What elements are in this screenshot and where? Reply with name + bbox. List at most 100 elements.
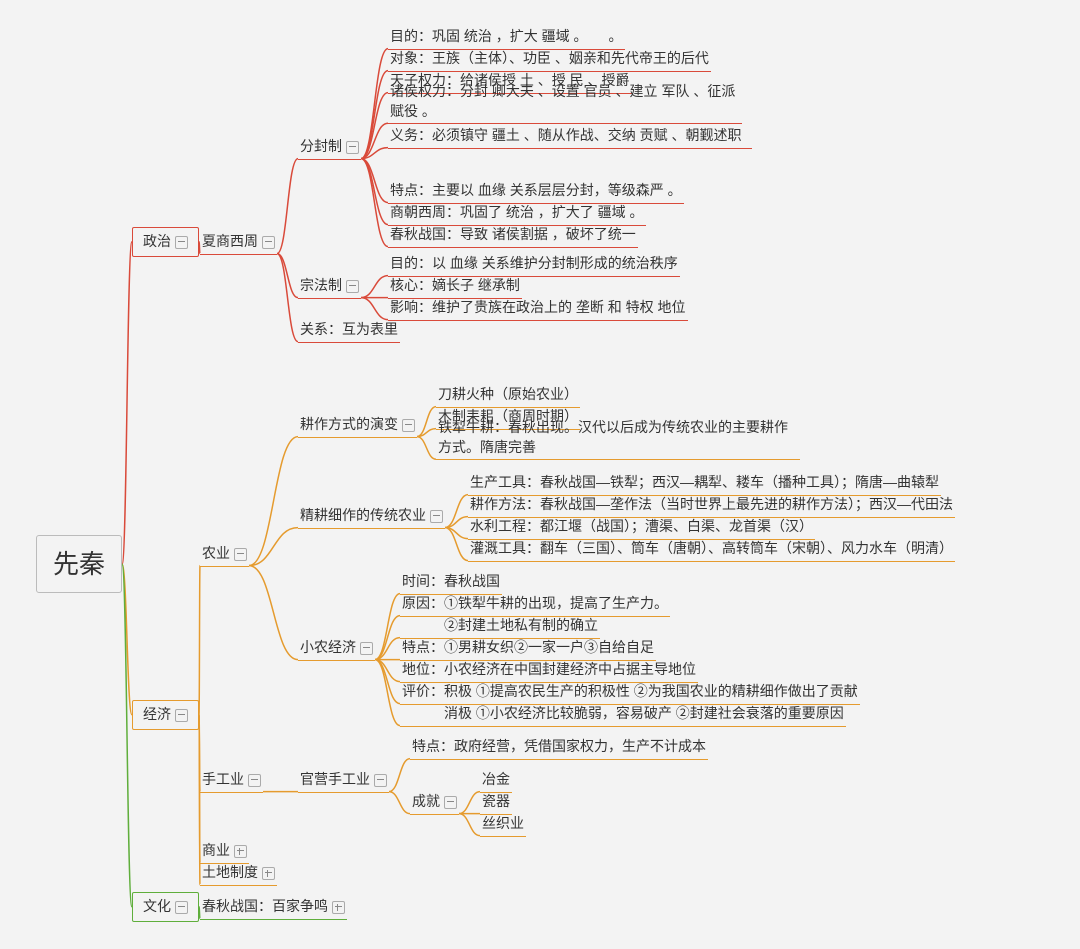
node-label: 瓷器 — [482, 793, 510, 809]
node-jg4: 灌溉工具：翻车（三国）、筒车（唐朝）、高转筒车（宋朝）、风力水车（明清） — [468, 539, 955, 562]
node-label: 关系：互为表里 — [300, 321, 398, 337]
node-ff2: 对象：王族（主体）、功臣 、姻亲和先代帝王的后代 — [388, 49, 711, 72]
node-ff7: 商朝西周：巩固了 统治 ，扩大了 疆域 。 — [388, 203, 646, 226]
expand-icon[interactable] — [430, 510, 443, 523]
node-label: 核心：嫡长子 继承制 — [390, 277, 520, 293]
expand-icon[interactable] — [374, 774, 387, 787]
node-label: 地位：小农经济在中国封建经济中占据主导地位 — [402, 661, 696, 677]
node-jg2: 耕作方法：春秋战国—垄作法（当时世界上最先进的耕作方法）；西汉—代田法 — [468, 495, 955, 518]
node-label: ②封建土地私有制的确立 — [402, 617, 598, 633]
node-label: 原因：①铁犁牛耕的出现，提高了生产力。 — [402, 595, 668, 611]
expand-icon[interactable] — [248, 774, 261, 787]
expand-icon[interactable] — [262, 236, 275, 249]
expand-icon[interactable] — [360, 642, 373, 655]
node-label: 诸侯权力：分封 卿大夫 、设置 官员 、建立 军队 、征派 赋役 。 — [390, 83, 735, 119]
node-xn: 小农经济 — [298, 638, 375, 661]
expand-icon[interactable] — [175, 709, 188, 722]
node-label: 灌溉工具：翻车（三国）、筒车（唐朝）、高转筒车（宋朝）、风力水车（明清） — [470, 540, 953, 556]
expand-icon[interactable] — [262, 867, 275, 880]
node-label: 春秋战国：百家争鸣 — [202, 898, 328, 914]
node-xn5: 地位：小农经济在中国封建经济中占据主导地位 — [400, 660, 698, 683]
node-label: 经济 — [143, 706, 171, 722]
expand-icon[interactable] — [234, 548, 247, 561]
node-ff8: 春秋战国：导致 诸侯割据 ，破坏了统一 — [388, 225, 638, 248]
node-cj3: 丝织业 — [480, 814, 526, 837]
node-label: 农业 — [202, 545, 230, 561]
node-label: 特点：①男耕女织②一家一户③自给自足 — [402, 639, 654, 655]
node-zf2: 核心：嫡长子 继承制 — [388, 276, 522, 299]
expand-icon[interactable] — [346, 141, 359, 154]
node-xn3: ②封建土地私有制的确立 — [400, 616, 600, 639]
node-gz1: 刀耕火种（原始农业） — [436, 385, 580, 408]
node-label: 文化 — [143, 898, 171, 914]
node-gx: 关系：互为表里 — [298, 320, 400, 343]
node-jg1: 生产工具：春秋战国—铁犁；西汉—耦犁、耧车（播种工具）；隋唐—曲辕犁 — [468, 473, 941, 496]
node-label: 商朝西周：巩固了 统治 ，扩大了 疆域 。 — [390, 204, 644, 220]
node-ff1: 目的：巩固 统治 ，扩大 疆域 。 。 — [388, 27, 625, 50]
node-label: 手工业 — [202, 771, 244, 787]
node-xszz: 夏商西周 — [200, 232, 277, 255]
expand-icon[interactable] — [402, 419, 415, 432]
node-label: 时间：春秋战国 — [402, 573, 500, 589]
expand-icon[interactable] — [346, 280, 359, 293]
node-cj: 成就 — [410, 792, 459, 815]
node-label: 政治 — [143, 233, 171, 249]
node-label: 水利工程：都江堰（战国）；漕渠、白渠、龙首渠（汉） — [470, 518, 813, 534]
node-label: 评价：积极 ①提高农民生产的积极性 ②为我国农业的精耕细作做出了贡献 — [402, 683, 858, 699]
node-label: 影响：维护了贵族在政治上的 垄断 和 特权 地位 — [390, 299, 686, 315]
node-zf3: 影响：维护了贵族在政治上的 垄断 和 特权 地位 — [388, 298, 688, 321]
node-zz: 政治 — [132, 227, 199, 257]
node-ff5: 义务：必须镇守 疆土 、随从作战、交纳 贡赋 、朝觐述职 — [388, 126, 752, 149]
node-label: 消极 ①小农经济比较脆弱，容易破产 ②封建社会衰落的重要原因 — [402, 705, 844, 721]
expand-icon[interactable] — [332, 901, 345, 914]
node-cj1: 冶金 — [480, 770, 512, 793]
expand-icon[interactable] — [175, 901, 188, 914]
node-zf1: 目的：以 血缘 关系维护分封制形成的统治秩序 — [388, 254, 680, 277]
expand-icon[interactable] — [444, 796, 457, 809]
node-label: 特点：政府经营，凭借国家权力，生产不计成本 — [412, 738, 706, 754]
node-label: 丝织业 — [482, 815, 524, 831]
node-gz3: 铁犁牛耕：春秋出现。汉代以后成为传统农业的主要耕作方式。隋唐完善 — [436, 418, 800, 460]
node-label: 冶金 — [482, 771, 510, 787]
node-label: 先秦 — [53, 549, 105, 579]
node-cj2: 瓷器 — [480, 792, 512, 815]
expand-icon[interactable] — [234, 845, 247, 858]
node-label: 春秋战国：导致 诸侯割据 ，破坏了统一 — [390, 226, 636, 242]
node-label: 官营手工业 — [300, 771, 370, 787]
node-ff6: 特点：主要以 血缘 关系层层分封，等级森严 。 — [388, 181, 684, 204]
node-label: 宗法制 — [300, 277, 342, 293]
node-sgy: 手工业 — [200, 770, 263, 793]
node-root: 先秦 — [36, 535, 122, 593]
node-label: 刀耕火种（原始农业） — [438, 386, 578, 402]
node-label: 分封制 — [300, 138, 342, 154]
node-label: 土地制度 — [202, 864, 258, 880]
node-zfz: 宗法制 — [298, 276, 361, 299]
node-wh: 文化 — [132, 892, 199, 922]
node-td: 土地制度 — [200, 863, 277, 886]
node-label: 目的：以 血缘 关系维护分封制形成的统治秩序 — [390, 255, 678, 271]
node-gz: 耕作方式的演变 — [298, 415, 417, 438]
node-jg: 精耕细作的传统农业 — [298, 506, 445, 529]
node-label: 铁犁牛耕：春秋出现。汉代以后成为传统农业的主要耕作方式。隋唐完善 — [438, 419, 788, 455]
node-gy1: 特点：政府经营，凭借国家权力，生产不计成本 — [410, 737, 708, 760]
node-label: 目的：巩固 统治 ，扩大 疆域 。 。 — [390, 28, 623, 44]
node-ffz: 分封制 — [298, 137, 361, 160]
node-label: 成就 — [412, 793, 440, 809]
node-label: 耕作方式的演变 — [300, 416, 398, 432]
node-label: 耕作方法：春秋战国—垄作法（当时世界上最先进的耕作方法）；西汉—代田法 — [470, 496, 953, 512]
node-sy: 商业 — [200, 841, 249, 864]
node-jg3: 水利工程：都江堰（战国）；漕渠、白渠、龙首渠（汉） — [468, 517, 815, 540]
expand-icon[interactable] — [175, 236, 188, 249]
node-ff4: 诸侯权力：分封 卿大夫 、设置 官员 、建立 军队 、征派 赋役 。 — [388, 82, 742, 124]
node-xn1: 时间：春秋战国 — [400, 572, 502, 595]
node-ny: 农业 — [200, 544, 249, 567]
node-xn2: 原因：①铁犁牛耕的出现，提高了生产力。 — [400, 594, 670, 617]
node-label: 小农经济 — [300, 639, 356, 655]
node-gy: 官营手工业 — [298, 770, 389, 793]
node-label: 对象：王族（主体）、功臣 、姻亲和先代帝王的后代 — [390, 50, 709, 66]
node-label: 特点：主要以 血缘 关系层层分封，等级森严 。 — [390, 182, 682, 198]
node-label: 商业 — [202, 842, 230, 858]
node-label: 精耕细作的传统农业 — [300, 507, 426, 523]
node-xn7: 消极 ①小农经济比较脆弱，容易破产 ②封建社会衰落的重要原因 — [400, 704, 846, 727]
node-bj: 春秋战国：百家争鸣 — [200, 897, 347, 920]
